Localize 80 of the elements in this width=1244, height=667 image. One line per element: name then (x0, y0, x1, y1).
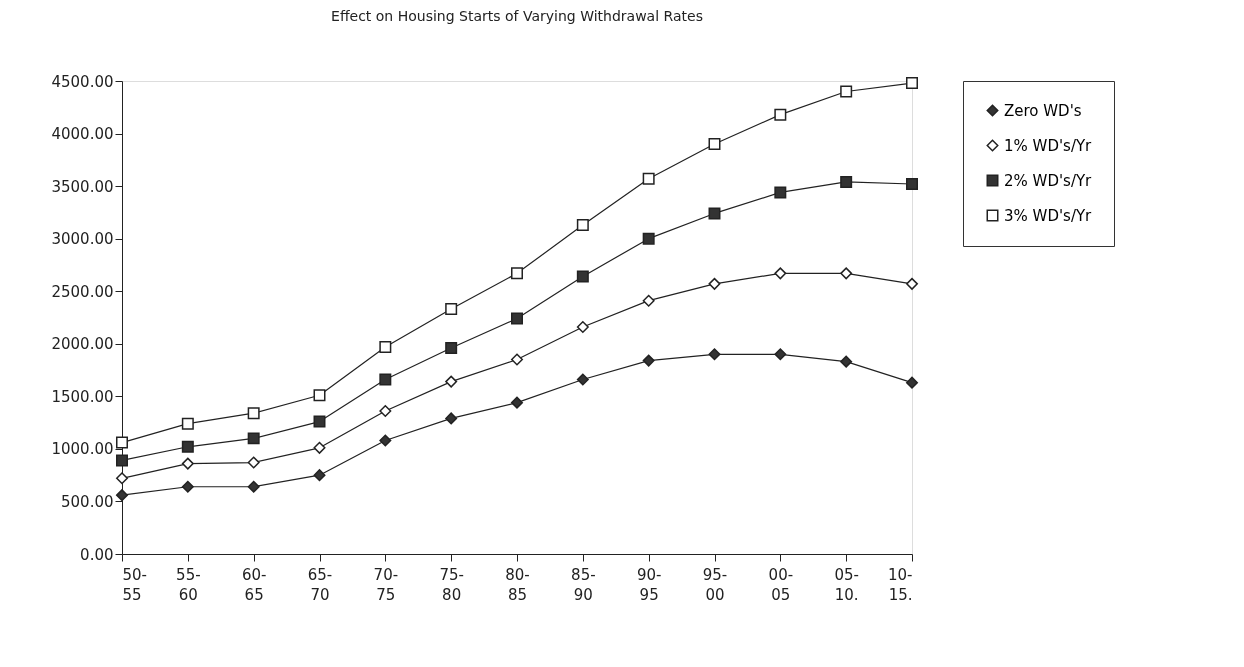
point (313, 441, 326, 454)
y-tick-label: 2500.00 (51, 282, 114, 301)
point (116, 489, 128, 502)
point (906, 376, 918, 389)
point (511, 312, 523, 325)
x-tick-label: 00- 05 (768, 565, 794, 604)
legend-label: 3% WD's/Yr (1004, 206, 1093, 225)
point (445, 412, 458, 425)
point (840, 175, 853, 188)
x-tick-label: 75- 80 (439, 565, 464, 604)
point (576, 373, 589, 386)
y-tick-label: 4000.00 (51, 125, 114, 144)
point (774, 186, 787, 199)
x-tick-label: 85- 90 (571, 565, 596, 604)
x-tick-label: 10- 15. (888, 565, 913, 604)
x-tick-label: 50- 55 (122, 565, 147, 604)
point (906, 77, 918, 90)
point (511, 353, 523, 366)
point (774, 108, 787, 121)
point (511, 267, 523, 280)
point (840, 355, 853, 368)
point (181, 440, 194, 453)
x-tick-label: 70- 75 (373, 565, 399, 604)
point (445, 303, 458, 316)
point (313, 469, 326, 482)
y-tick-label: 1500.00 (51, 387, 114, 406)
y-tick-label: 3000.00 (51, 230, 114, 249)
chart-title: Effect on Housing Starts of Varying Withdrawal Rates (331, 8, 703, 24)
x-tick-label: 65- 70 (307, 565, 333, 604)
x-tick-label: 55- 60 (176, 565, 201, 604)
point (906, 178, 918, 190)
x-tick-label: 90- 95 (636, 565, 662, 604)
point (445, 375, 458, 388)
point (181, 480, 194, 493)
point (576, 219, 589, 231)
point (642, 232, 655, 245)
point (116, 472, 128, 485)
point (840, 267, 853, 280)
point (642, 354, 655, 367)
legend-label: Zero WD's (1004, 101, 1082, 120)
point (379, 434, 392, 447)
point (445, 341, 458, 354)
point (313, 389, 326, 402)
y-tick-label: 0.00 (80, 545, 114, 564)
x-tick-label: 80- 85 (505, 565, 530, 604)
point (181, 457, 194, 470)
point (774, 267, 787, 280)
point (116, 436, 128, 449)
point (708, 277, 721, 290)
point (313, 415, 326, 428)
point (576, 320, 589, 333)
point (181, 417, 194, 430)
point (774, 348, 787, 361)
point (906, 277, 918, 290)
point (379, 340, 392, 353)
point (511, 396, 523, 409)
point (708, 138, 721, 151)
point (379, 405, 392, 418)
y-tick-label: 4500.00 (51, 72, 114, 91)
point (576, 270, 589, 283)
point (247, 480, 260, 493)
y-tick-label: 3500.00 (51, 177, 114, 196)
x-tick-label: 05- 10. (834, 565, 859, 604)
legend-label: 2% WD's/Yr (1004, 171, 1093, 190)
point (708, 207, 721, 220)
legend-label: 1% WD's/Yr (1004, 136, 1093, 155)
y-tick-label: 500.00 (61, 492, 114, 511)
point (247, 432, 260, 445)
point (379, 373, 392, 386)
point (708, 348, 721, 361)
x-tick-label: 95- 00 (702, 565, 728, 604)
point (247, 456, 260, 469)
point (642, 294, 655, 307)
point (642, 172, 655, 185)
point (247, 407, 260, 420)
x-tick-label: 60- 65 (241, 565, 267, 604)
point (840, 85, 853, 98)
point (116, 454, 128, 467)
y-tick-label: 1000.00 (51, 440, 114, 459)
y-tick-label: 2000.00 (51, 335, 114, 354)
